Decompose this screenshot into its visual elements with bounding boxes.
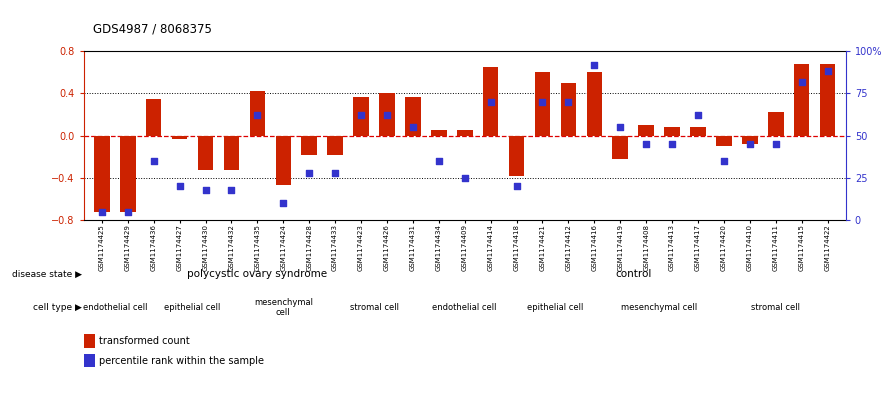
Text: percentile rank within the sample: percentile rank within the sample xyxy=(100,356,264,366)
Point xyxy=(121,208,135,215)
Bar xyxy=(820,64,835,136)
Bar xyxy=(483,67,499,136)
Bar xyxy=(249,91,265,136)
Text: transformed count: transformed count xyxy=(100,336,190,346)
Bar xyxy=(509,136,524,176)
Text: GDS4987 / 8068375: GDS4987 / 8068375 xyxy=(93,22,211,35)
Bar xyxy=(560,83,576,136)
Bar xyxy=(353,97,369,136)
Text: polycystic ovary syndrome: polycystic ovary syndrome xyxy=(188,269,328,279)
Text: endothelial cell: endothelial cell xyxy=(83,303,147,312)
Bar xyxy=(716,136,732,146)
Bar xyxy=(639,125,654,136)
Bar xyxy=(197,136,213,171)
Text: epithelial cell: epithelial cell xyxy=(527,303,583,312)
Point xyxy=(406,124,420,130)
Text: cell type ▶: cell type ▶ xyxy=(33,303,82,312)
Bar xyxy=(94,136,109,211)
Point xyxy=(639,141,653,147)
Point xyxy=(225,187,239,193)
Bar xyxy=(457,130,472,136)
Point xyxy=(95,208,109,215)
Point xyxy=(354,112,368,118)
Point xyxy=(588,61,602,68)
Point xyxy=(509,183,523,189)
Bar xyxy=(172,136,188,139)
Bar xyxy=(742,136,758,144)
Point xyxy=(795,78,809,84)
Bar xyxy=(768,112,783,136)
Point xyxy=(536,99,550,105)
Bar xyxy=(535,72,551,136)
Bar xyxy=(405,97,420,136)
Bar xyxy=(84,334,95,348)
Bar xyxy=(146,99,161,136)
Bar xyxy=(794,64,810,136)
Text: mesenchymal
cell: mesenchymal cell xyxy=(254,298,313,317)
Point xyxy=(250,112,264,118)
Point xyxy=(380,112,394,118)
Point xyxy=(432,158,446,164)
Point xyxy=(613,124,627,130)
Bar xyxy=(224,136,240,171)
Text: mesenchymal cell: mesenchymal cell xyxy=(621,303,697,312)
Point xyxy=(173,183,187,189)
Text: epithelial cell: epithelial cell xyxy=(165,303,221,312)
Bar xyxy=(328,136,343,154)
Bar xyxy=(379,93,395,136)
Point xyxy=(302,170,316,176)
Text: endothelial cell: endothelial cell xyxy=(433,303,497,312)
Point xyxy=(277,200,291,206)
Bar xyxy=(120,136,136,211)
Text: control: control xyxy=(615,269,651,279)
Point xyxy=(665,141,679,147)
Point xyxy=(484,99,498,105)
Text: disease state ▶: disease state ▶ xyxy=(12,270,82,279)
Bar xyxy=(664,127,680,136)
Point xyxy=(717,158,731,164)
Bar xyxy=(612,136,628,159)
Point xyxy=(769,141,783,147)
Bar xyxy=(301,136,317,154)
Text: stromal cell: stromal cell xyxy=(350,303,398,312)
Point xyxy=(146,158,160,164)
Point xyxy=(691,112,705,118)
Bar xyxy=(587,72,602,136)
Point xyxy=(458,174,472,181)
Bar xyxy=(431,130,447,136)
Text: stromal cell: stromal cell xyxy=(751,303,800,312)
Bar xyxy=(276,136,291,185)
Point xyxy=(820,68,834,75)
Point xyxy=(561,99,575,105)
Bar xyxy=(690,127,706,136)
Point xyxy=(328,170,342,176)
Point xyxy=(198,187,212,193)
Point xyxy=(743,141,757,147)
Bar xyxy=(84,354,95,367)
